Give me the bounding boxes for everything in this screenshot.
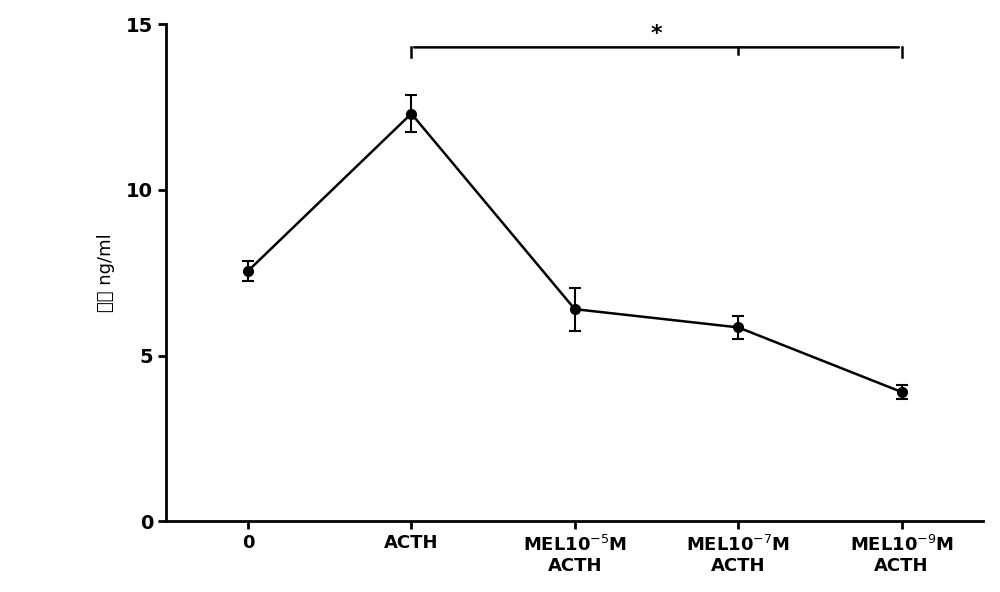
Text: *: * (651, 24, 662, 44)
Y-axis label: 孕酮 ng/ml: 孕酮 ng/ml (97, 233, 115, 312)
